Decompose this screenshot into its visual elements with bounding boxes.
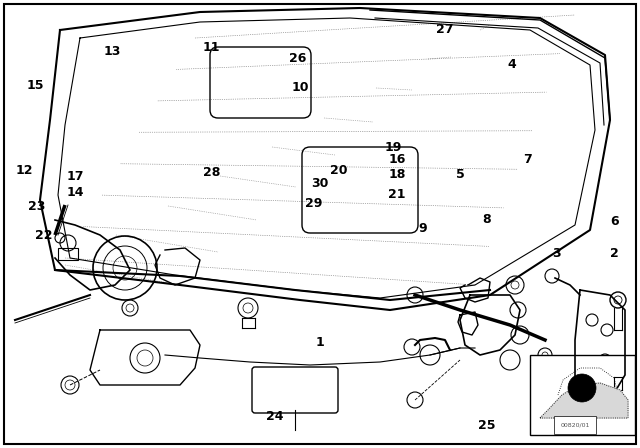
Text: 11: 11 — [202, 40, 220, 54]
Text: 2: 2 — [610, 246, 619, 260]
Text: 20: 20 — [330, 164, 348, 177]
Text: 24: 24 — [266, 410, 284, 423]
Text: 21: 21 — [388, 188, 406, 202]
Bar — [530, 355, 635, 435]
Text: 30: 30 — [311, 177, 329, 190]
Text: 28: 28 — [202, 166, 220, 179]
Text: 1: 1 — [316, 336, 324, 349]
Text: 22: 22 — [35, 228, 52, 242]
Circle shape — [568, 374, 596, 402]
Text: 25: 25 — [477, 419, 495, 432]
Text: 8: 8 — [482, 213, 491, 226]
Text: 7: 7 — [524, 152, 532, 166]
Text: 18: 18 — [388, 168, 406, 181]
Text: 5: 5 — [456, 168, 465, 181]
Polygon shape — [540, 383, 628, 418]
Text: 15: 15 — [26, 78, 44, 92]
Text: 16: 16 — [388, 152, 406, 166]
Text: 29: 29 — [305, 197, 323, 211]
Text: 12: 12 — [15, 164, 33, 177]
Text: 19: 19 — [385, 141, 403, 155]
Text: 27: 27 — [436, 22, 454, 36]
Text: 9: 9 — [418, 222, 427, 235]
Text: 13: 13 — [103, 45, 121, 58]
Text: 3: 3 — [552, 246, 561, 260]
Text: 4: 4 — [508, 58, 516, 72]
Text: 14: 14 — [67, 186, 84, 199]
Text: 00820/01: 00820/01 — [560, 422, 589, 427]
Text: 10: 10 — [292, 81, 310, 94]
Text: 17: 17 — [67, 170, 84, 184]
Text: 26: 26 — [289, 52, 307, 65]
Text: 6: 6 — [610, 215, 619, 228]
Bar — [58, 248, 78, 260]
Text: 23: 23 — [28, 199, 46, 213]
